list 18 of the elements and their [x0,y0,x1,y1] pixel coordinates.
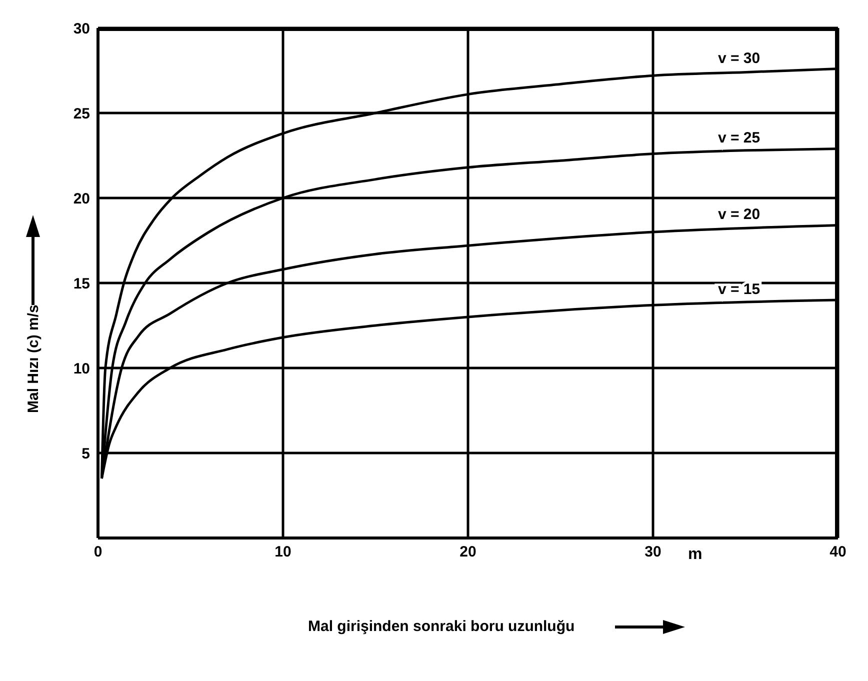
series-label: v = 15 [718,281,760,298]
y-tick-label: 25 [73,105,90,122]
x-axis-title: Mal girişinden sonraki boru uzunluğu [308,618,575,635]
x-tick-label: 10 [274,544,292,561]
y-tick-label: 5 [82,445,90,462]
text: m [688,546,702,564]
x-tick-label: 40 [830,544,846,561]
y-tick-label: 10 [73,360,90,378]
x-tick-label: 30 [644,544,662,561]
series-label: v = 25 [718,130,760,147]
y-axis-title: Mal Hızı (c) m/s [24,304,42,413]
x-tick-label: 20 [460,544,476,561]
series-label: v = 30 [718,50,760,67]
y-tick-label: 30 [73,20,90,38]
y-tick-label: 20 [73,190,90,208]
series-label: v = 20 [718,206,760,224]
x-tick-label: 0 [94,544,102,561]
y-tick-label: 15 [73,275,90,292]
